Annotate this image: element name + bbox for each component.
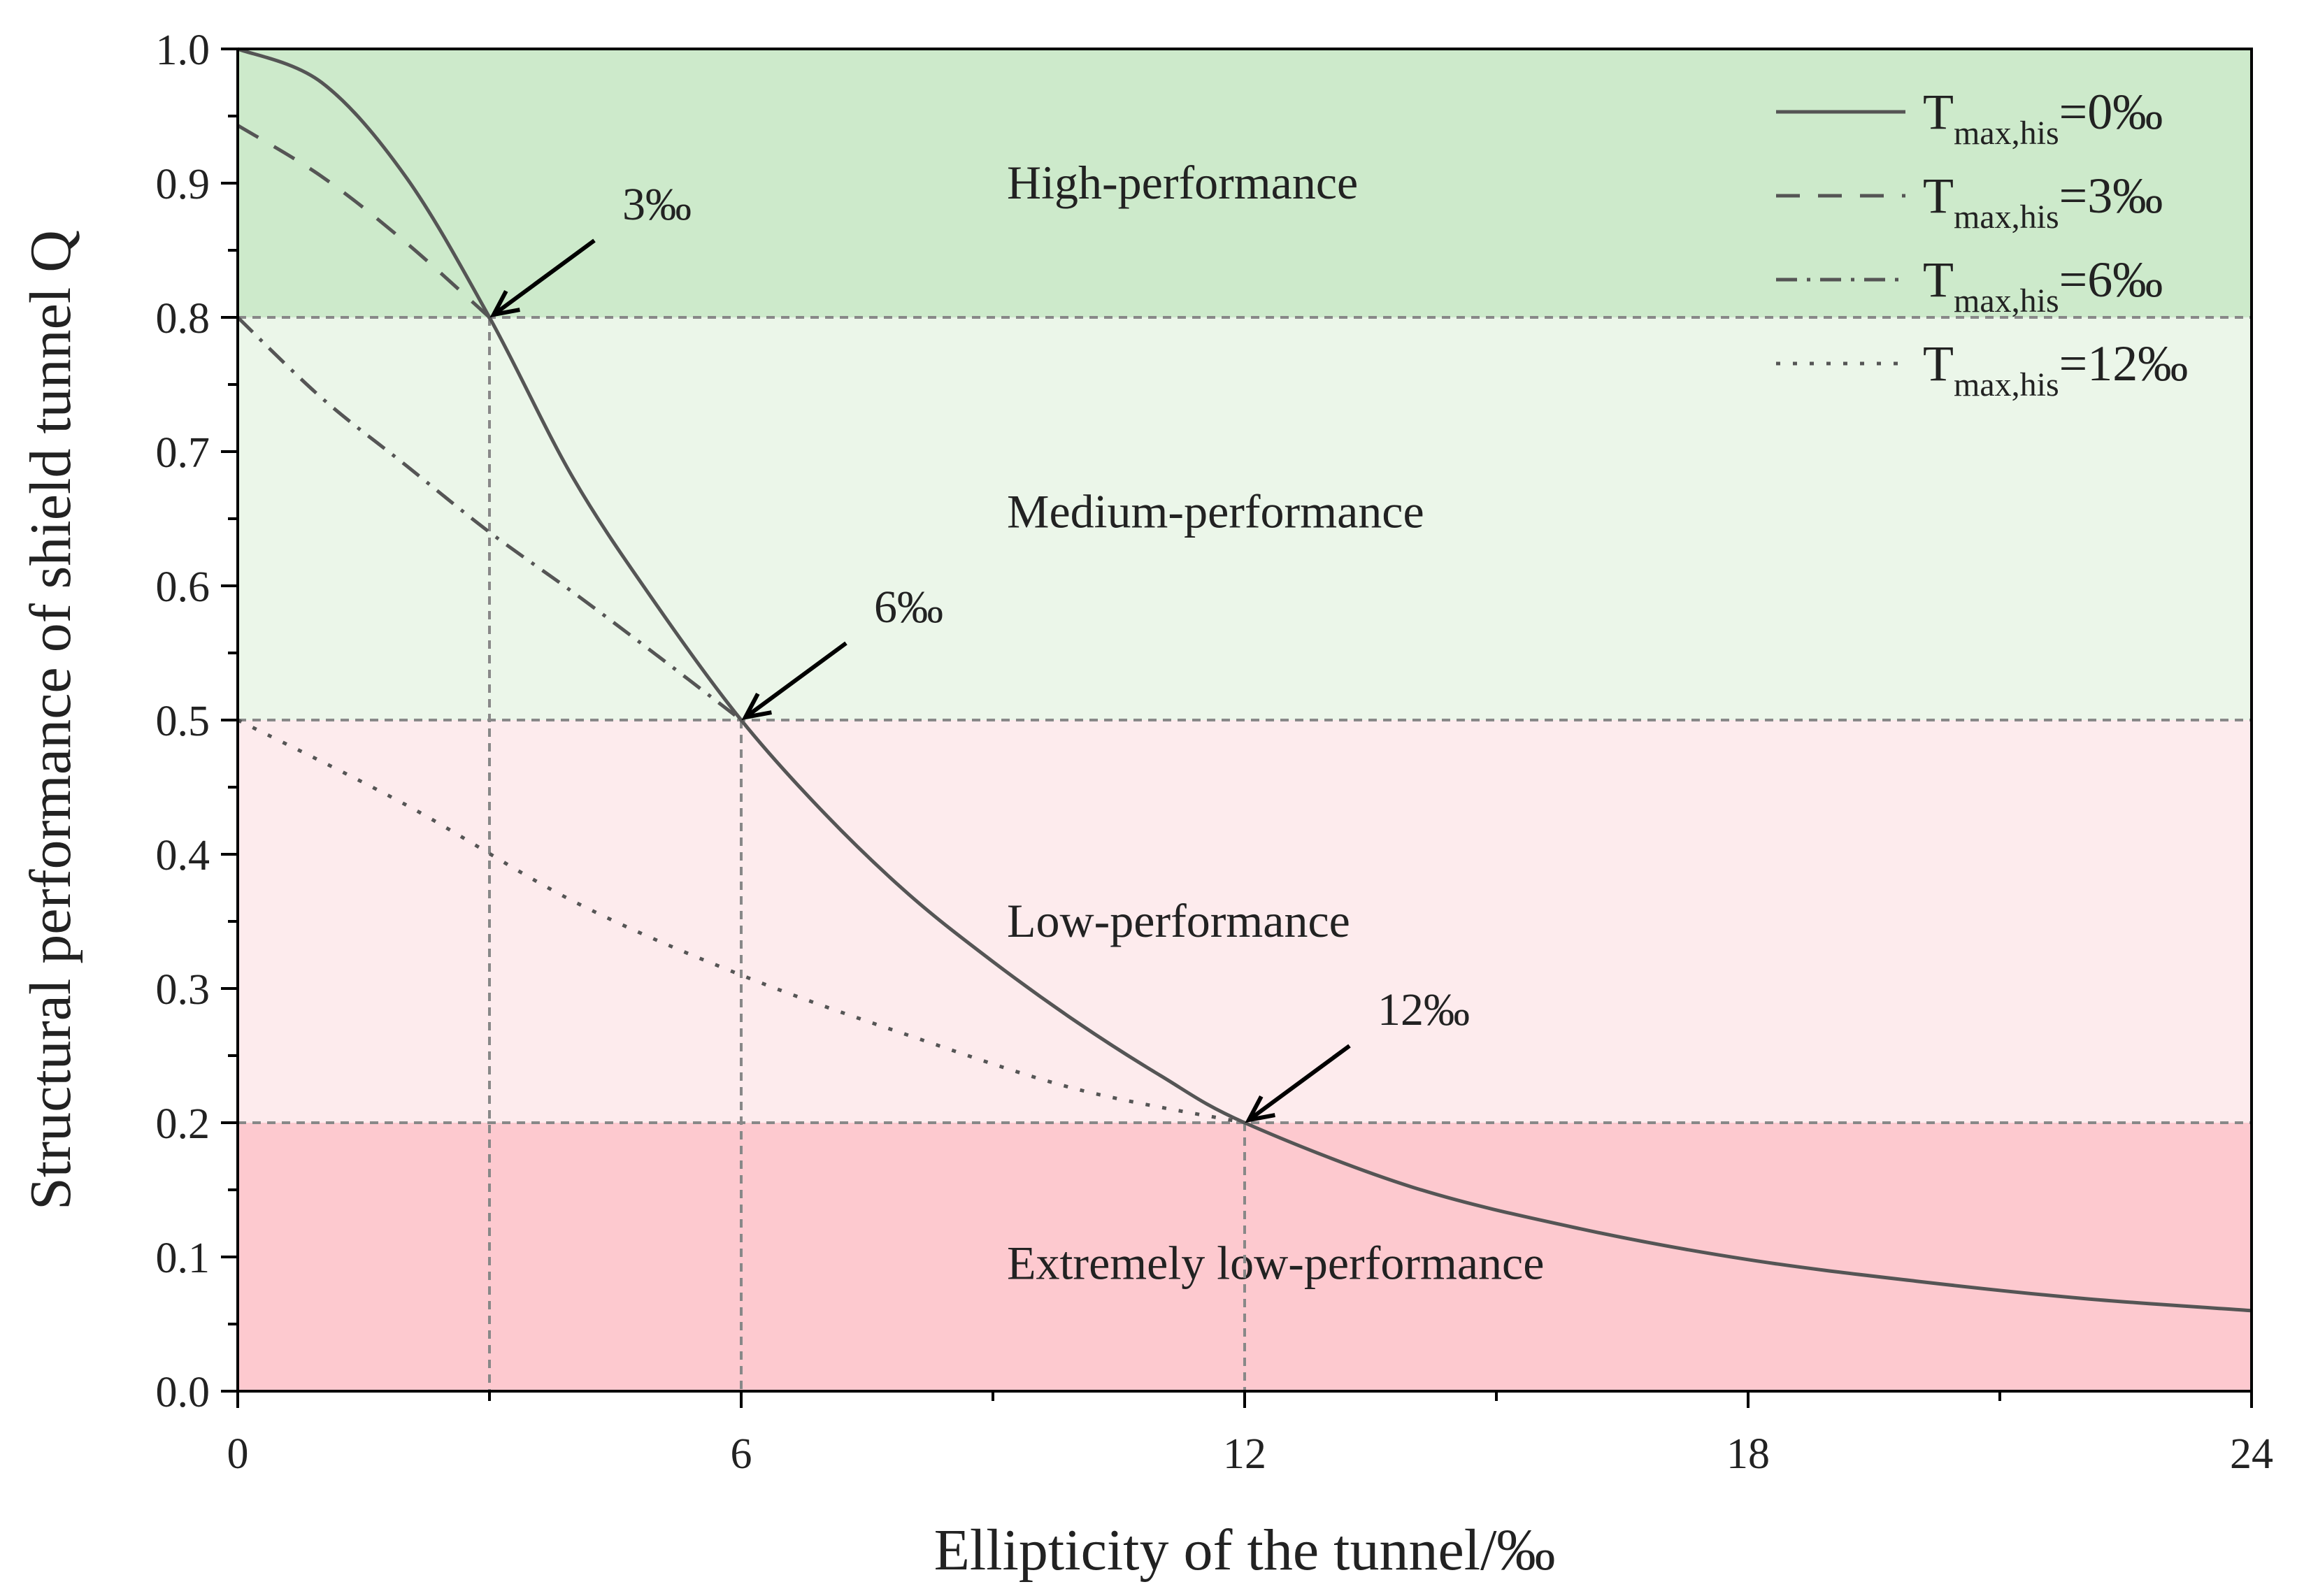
legend-subscript: max,his: [1954, 115, 2059, 152]
x-tick-label: 0: [227, 1430, 249, 1478]
annotation-label: 6‰: [874, 582, 943, 633]
y-tick-label: 0.4: [156, 832, 210, 879]
series-line-0: [237, 47, 2252, 1313]
y-tick-label: 0.0: [156, 1369, 210, 1416]
y-tick-label: 0.9: [156, 161, 210, 208]
zone-label-high-performance: High-performance: [1007, 156, 1358, 209]
y-tick-label: 0.5: [156, 698, 210, 745]
y-tick-label: 0.7: [156, 429, 210, 477]
series-lines: [236, 47, 2252, 1313]
series-line-1: [236, 124, 491, 319]
x-tick-label: 12: [1223, 1430, 1266, 1478]
annotation-label: 12‰: [1378, 984, 1470, 1035]
annotation-arrow-shaft: [744, 641, 847, 719]
legend-symbol: T: [1923, 84, 1954, 140]
y-tick-label: 1.0: [156, 27, 210, 74]
legend: Tmax,his=0‰Tmax,his=3‰Tmax,his=6‰Tmax,hi…: [1776, 84, 2188, 403]
x-tick-label: 24: [2230, 1430, 2273, 1478]
zone-labels: High-performance Medium-performance Low-pe…: [1007, 156, 1544, 1290]
zone-label-low-performance: Low-performance: [1007, 894, 1350, 947]
annotation-arrow-shaft: [492, 238, 596, 317]
axis-ticks: 0 6 12 18 24 0.0 0.1 0.2 0.3 0.4 0.5 0.6 0.7 0.8 0.9 1.…: [156, 27, 2274, 1478]
annotation-arrow-head: [1245, 1095, 1275, 1123]
legend-subscript: max,his: [1954, 199, 2059, 236]
legend-value: =0‰: [2059, 84, 2163, 140]
legend-entry-1: Tmax,his=3‰: [1923, 168, 2163, 236]
legend-symbol: T: [1923, 168, 1954, 224]
legend-value: =6‰: [2059, 252, 2163, 308]
y-tick-label: 0.3: [156, 966, 210, 1014]
x-tick-label: 18: [1726, 1430, 1770, 1478]
legend-entry-3: Tmax,his=12‰: [1923, 336, 2188, 403]
annotation-arrow-head: [741, 692, 772, 721]
legend-subscript: max,his: [1954, 282, 2059, 319]
series-line-3: [236, 718, 1245, 1125]
y-tick-label: 0.2: [156, 1100, 210, 1148]
zone-label-extremely-low-performance: Extremely low-performance: [1007, 1237, 1544, 1290]
zone-high-performance: [238, 49, 2252, 317]
y-axis-title: Structural performance of shield tunnel …: [18, 230, 83, 1210]
x-axis-title: Ellipticity of the tunnel/‰: [934, 1518, 1556, 1583]
y-tick-label: 0.8: [156, 295, 210, 343]
legend-entry-0: Tmax,his=0‰: [1923, 84, 2163, 152]
annotation-arrow-head: [489, 289, 520, 318]
zone-low-performance: [238, 720, 2252, 1123]
y-tick-label: 0.1: [156, 1235, 210, 1282]
legend-value: =12‰: [2059, 336, 2189, 391]
zone-medium-performance: [238, 317, 2252, 720]
legend-symbol: T: [1923, 252, 1954, 308]
annotation-label: 3‰: [622, 179, 692, 230]
legend-entry-2: Tmax,his=6‰: [1923, 252, 2163, 319]
zone-label-medium-performance: Medium-performance: [1007, 484, 1424, 538]
legend-subscript: max,his: [1954, 366, 2059, 403]
legend-value: =3‰: [2059, 168, 2163, 224]
y-tick-label: 0.6: [156, 563, 210, 611]
annotations: 3‰ 6‰ 12‰: [489, 179, 1470, 1123]
legend-symbol: T: [1923, 336, 1954, 391]
x-tick-label: 6: [731, 1430, 752, 1478]
series-line-2: [236, 316, 743, 721]
annotation-arrow-shaft: [1247, 1044, 1351, 1122]
